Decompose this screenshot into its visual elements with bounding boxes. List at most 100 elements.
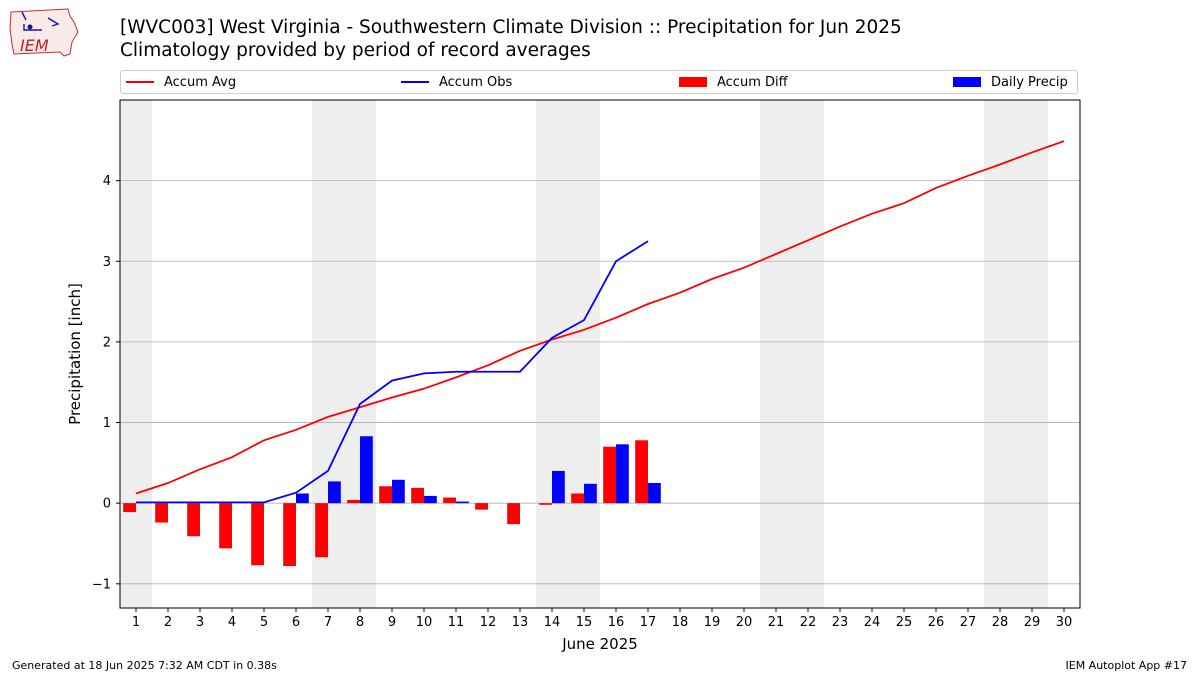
weekend-band-29 — [1016, 100, 1048, 608]
legend-label-accum-obs: Accum Obs — [439, 74, 513, 90]
footer-app-text: IEM Autoplot App #17 — [1065, 659, 1188, 672]
x-tick-label-24: 24 — [864, 615, 881, 630]
legend-label-accum-avg: Accum Avg — [164, 74, 237, 90]
iem-logo-text: IEM — [20, 36, 49, 55]
weather-vane-hub-icon — [27, 24, 33, 30]
chart-legend: Accum Avg Accum Obs Accum Diff Daily Pre… — [120, 70, 1078, 94]
legend-swatch-daily-precip — [953, 77, 981, 87]
weekend-band-22 — [792, 100, 824, 608]
weekend-shading-group — [120, 100, 1048, 608]
x-tick-label-6: 6 — [292, 615, 300, 630]
x-tick-label-10: 10 — [416, 615, 433, 630]
legend-item-daily-precip: Daily Precip — [953, 71, 1068, 93]
daily-precip-bar-day-10 — [424, 495, 437, 504]
axes-group: 1 2 3 4 5 6 7 8 9 10 11 12 13 14 15 16 17 18 19 20 21 22 23 24 2… — [92, 174, 1072, 630]
daily-precip-bar-day-16 — [616, 444, 629, 504]
x-tick-label-5: 5 — [260, 615, 268, 630]
accum-diff-bar-day-16 — [603, 446, 616, 504]
x-tick-label-19: 19 — [704, 615, 721, 630]
x-tick-label-8: 8 — [356, 615, 364, 630]
y-tick-label-3: 2 — [103, 335, 111, 350]
x-tick-label-27: 27 — [960, 615, 977, 630]
daily-precip-bar-day-15 — [584, 483, 597, 504]
weekend-band-21 — [760, 100, 792, 608]
chart-subtitle: Climatology provided by period of record… — [120, 40, 591, 61]
y-axis-label: Precipitation [inch] — [66, 283, 84, 425]
accum-diff-bar-day-17 — [635, 440, 648, 504]
legend-item-accum-obs: Accum Obs — [401, 71, 512, 93]
weekend-band-28 — [984, 100, 1016, 608]
legend-item-accum-avg: Accum Avg — [126, 71, 236, 93]
x-tick-label-30: 30 — [1056, 615, 1073, 630]
accum-diff-bar-day-3 — [187, 503, 200, 537]
daily-precip-bar-day-14 — [552, 470, 565, 504]
iowa-state-outline — [9, 8, 79, 57]
x-tick-label-15: 15 — [576, 615, 593, 630]
accum-diff-bar-day-10 — [411, 487, 424, 504]
weekend-band-15 — [568, 100, 600, 608]
x-tick-label-3: 3 — [196, 615, 204, 630]
x-tick-label-7: 7 — [324, 615, 332, 630]
accum-obs-line — [136, 240, 649, 504]
x-tick-label-25: 25 — [896, 615, 913, 630]
y-tick-label-1: 0 — [103, 497, 111, 512]
x-tick-label-21: 21 — [768, 615, 785, 630]
daily-precip-bar-day-8 — [360, 436, 373, 504]
x-tick-label-4: 4 — [228, 615, 236, 630]
daily-precip-bar-day-11 — [456, 501, 469, 504]
accum-diff-bar-day-14 — [539, 503, 552, 505]
accum-diff-bar-day-13 — [507, 503, 520, 525]
x-tick-label-20: 20 — [736, 615, 753, 630]
accum-diff-bar-day-8 — [347, 499, 360, 504]
daily-precip-bar-day-7 — [328, 481, 341, 504]
weekend-band-1 — [120, 100, 152, 608]
daily-precip-bar-day-17 — [648, 483, 661, 504]
accum-diff-bar-day-5 — [251, 503, 264, 566]
x-tick-label-22: 22 — [800, 615, 817, 630]
y-tick-label-5: 4 — [103, 174, 111, 189]
daily-precip-bar-day-6 — [296, 493, 309, 504]
weekend-band-14 — [536, 100, 568, 608]
x-tick-label-26: 26 — [928, 615, 945, 630]
x-tick-label-12: 12 — [480, 615, 497, 630]
y-tick-label-4: 3 — [103, 255, 111, 270]
x-tick-label-14: 14 — [544, 615, 561, 630]
footer-generated-text: Generated at 18 Jun 2025 7:32 AM CDT in … — [12, 659, 277, 672]
x-tick-label-23: 23 — [832, 615, 849, 630]
x-tick-label-28: 28 — [992, 615, 1009, 630]
x-tick-label-11: 11 — [448, 615, 465, 630]
accum-diff-bar-day-9 — [379, 486, 392, 504]
x-tick-label-16: 16 — [608, 615, 625, 630]
x-tick-label-2: 2 — [164, 615, 172, 630]
accum-diff-bar-day-6 — [283, 503, 296, 567]
chart-title: [WVC003] West Virginia - Southwestern Cl… — [120, 17, 902, 38]
y-tick-label-2: 1 — [103, 416, 111, 431]
y-tick-label-0: −1 — [92, 577, 111, 592]
x-tick-label-17: 17 — [640, 615, 657, 630]
accum-diff-bar-day-12 — [475, 503, 488, 510]
x-tick-label-9: 9 — [388, 615, 396, 630]
weekend-band-8 — [344, 100, 376, 608]
bars-group — [123, 436, 661, 567]
legend-swatch-accum-avg — [126, 81, 154, 83]
plot-frame — [119, 99, 1081, 609]
legend-swatch-accum-diff — [679, 77, 707, 87]
legend-label-daily-precip: Daily Precip — [991, 74, 1068, 90]
iem-logo: IEM — [9, 8, 79, 57]
accum-diff-bar-day-1 — [123, 503, 136, 513]
gridlines-group — [120, 180, 1080, 585]
legend-label-accum-diff: Accum Diff — [717, 74, 788, 90]
legend-item-accum-diff: Accum Diff — [679, 71, 788, 93]
accum-avg-line — [135, 140, 1065, 495]
daily-precip-bar-day-9 — [392, 479, 405, 504]
x-tick-label-18: 18 — [672, 615, 689, 630]
x-axis-label: June 2025 — [561, 635, 638, 653]
accum-diff-bar-day-11 — [443, 497, 456, 504]
x-tick-label-1: 1 — [132, 615, 140, 630]
accum-diff-bar-day-4 — [219, 503, 232, 549]
legend-swatch-accum-obs — [401, 81, 429, 83]
accum-diff-bar-day-7 — [315, 503, 328, 558]
weather-vane-icon — [21, 11, 60, 31]
accum-diff-bar-day-15 — [571, 493, 584, 504]
